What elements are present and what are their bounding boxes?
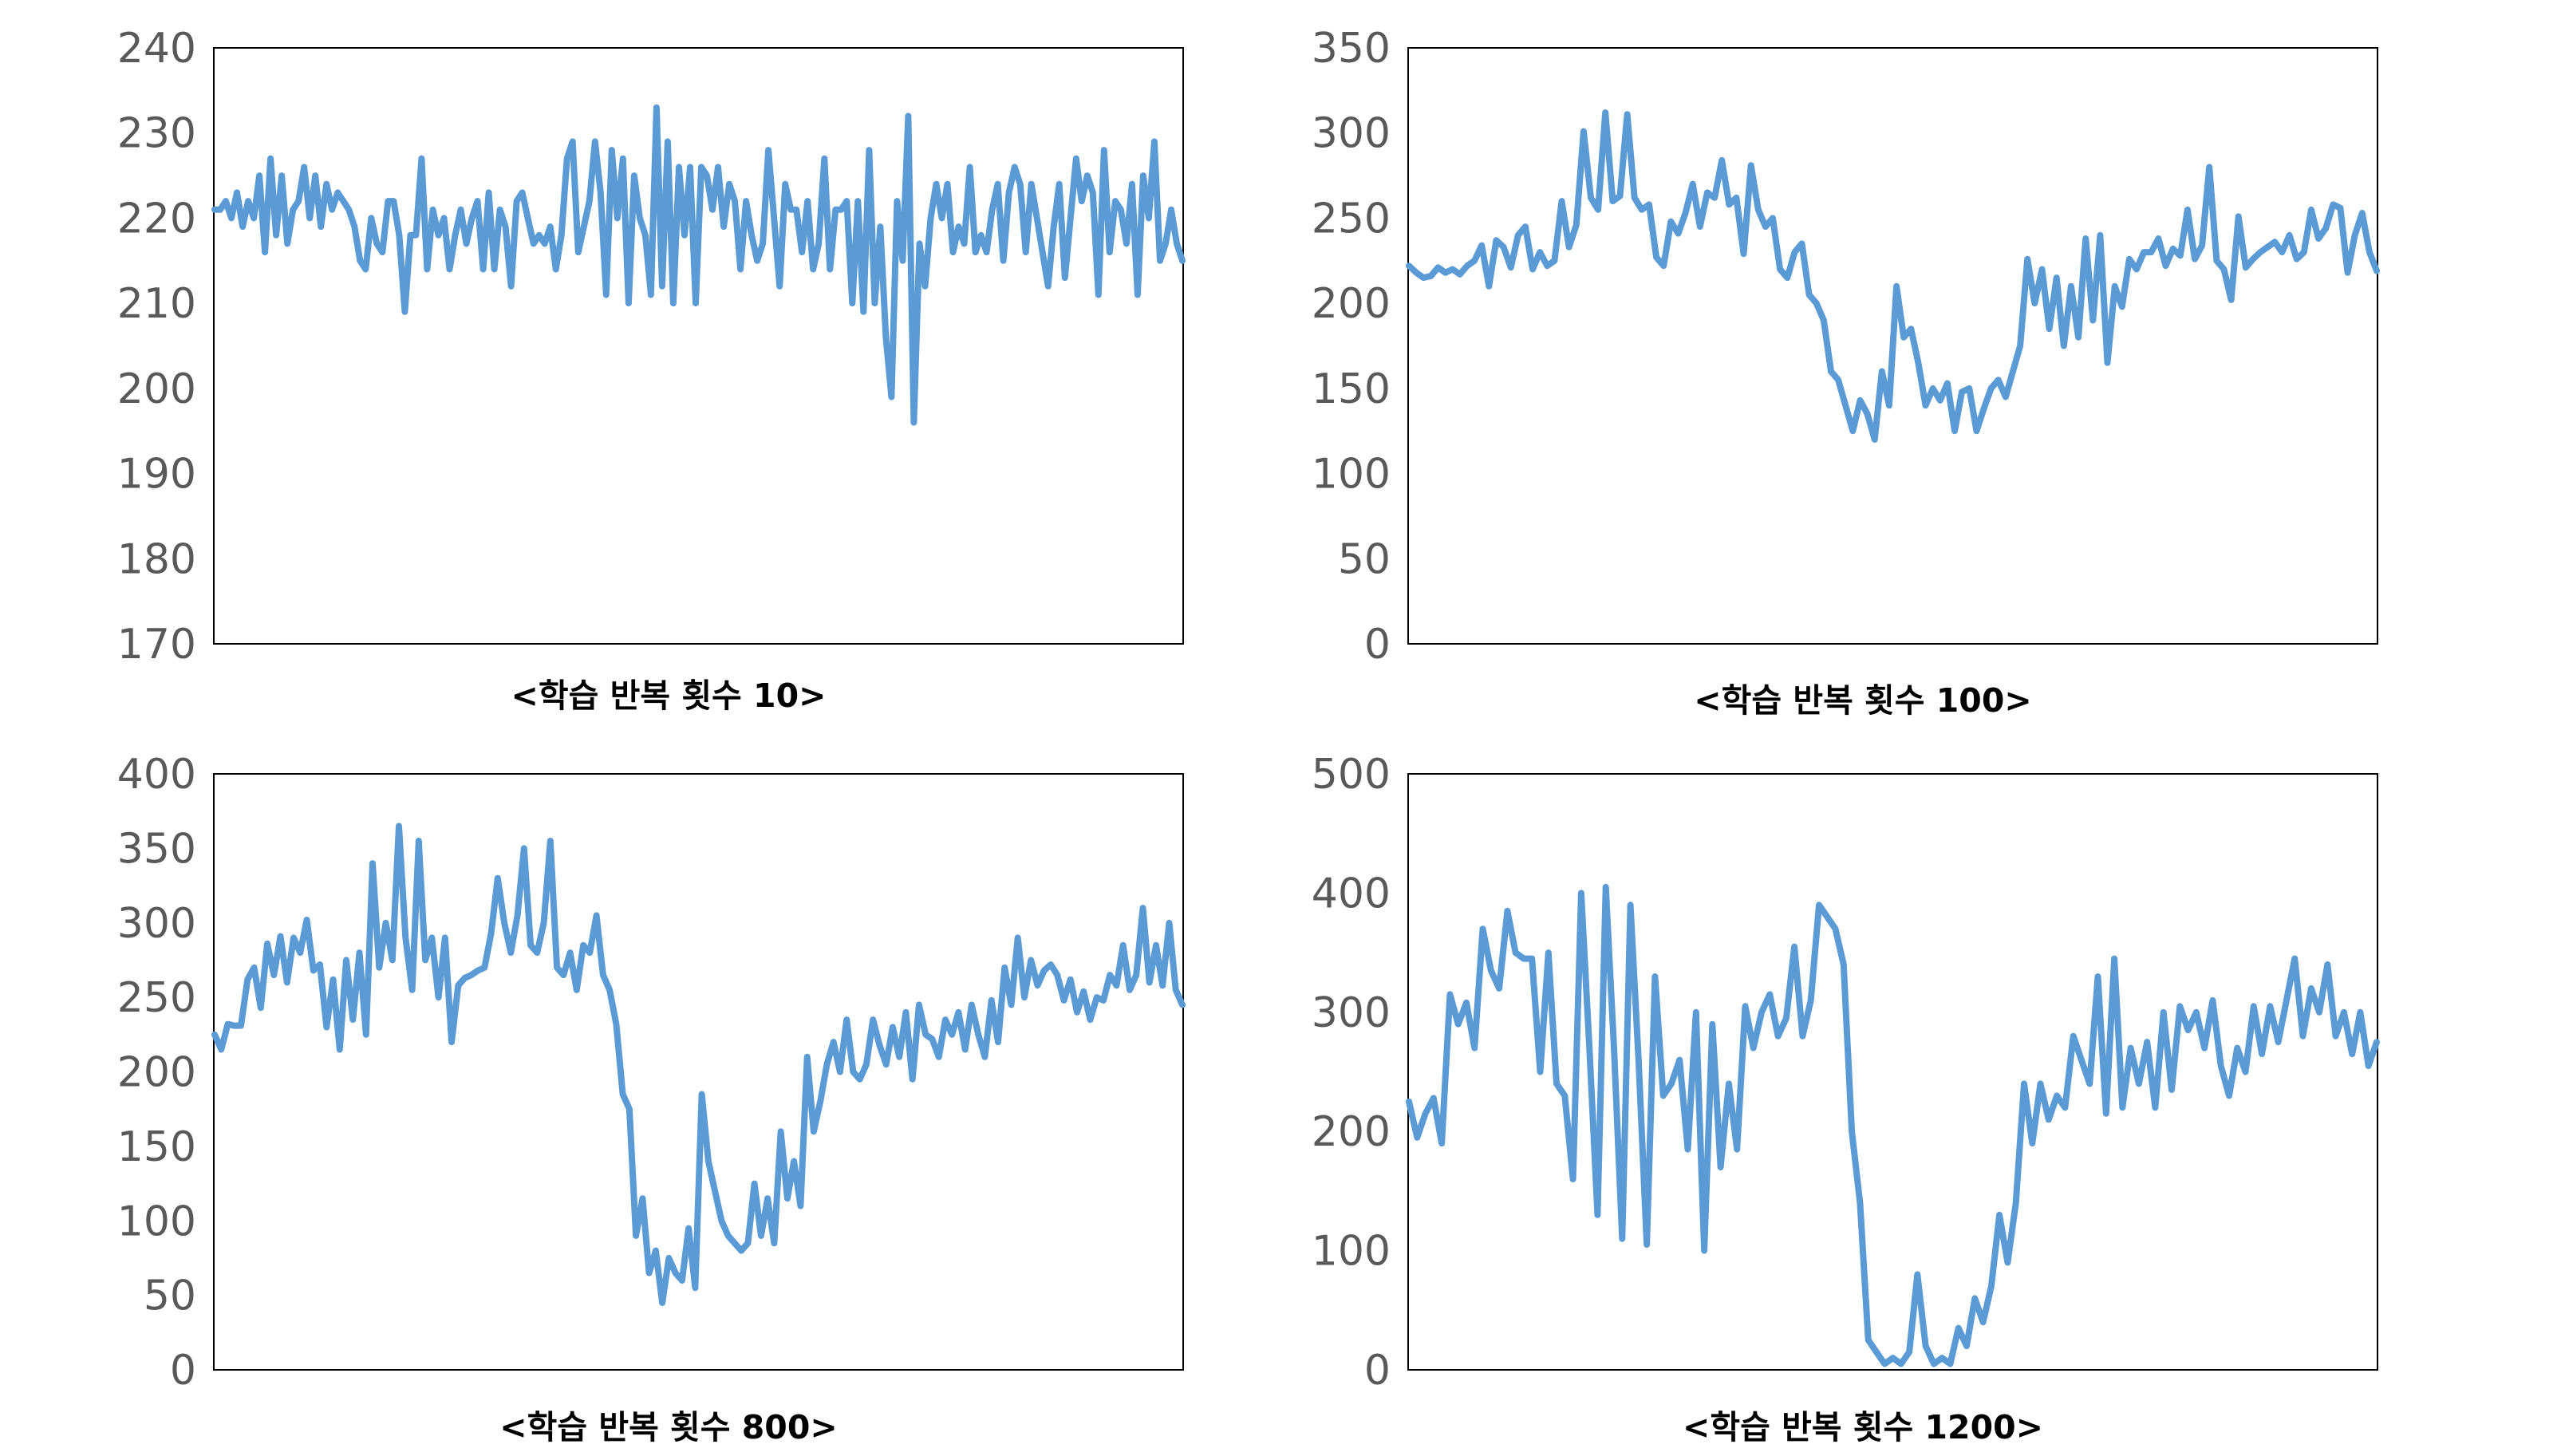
plot-area-border — [1407, 47, 2378, 645]
series-line — [211, 823, 1186, 1306]
y-tick-label: 50 — [144, 1273, 196, 1320]
y-tick-label: 240 — [117, 25, 196, 73]
series-line — [211, 104, 1186, 426]
y-tick-label: 50 — [1338, 535, 1391, 583]
y-tick-label: 350 — [117, 825, 196, 873]
chart-800: 0 50 100 150 200 250 300 350 400 — [117, 751, 1186, 1395]
y-tick-label: 180 — [117, 535, 196, 583]
y-tick-label: 0 — [1364, 621, 1391, 669]
plot-area-border — [1407, 773, 2378, 1371]
plot-area-border — [213, 47, 1184, 645]
chart-10: 170 180 190 200 210 220 230 240 — [117, 25, 1186, 669]
y-tick-label: 200 — [1312, 280, 1391, 328]
chart-100: 0 50 100 150 200 250 300 350 — [1312, 25, 2380, 669]
y-tick-label: 0 — [1364, 1347, 1391, 1395]
y-tick-label: 0 — [170, 1347, 196, 1395]
y-tick-label: 200 — [117, 365, 196, 413]
chart-caption: <학습 반복 횟수 1200> — [1683, 1408, 2043, 1446]
y-tick-label: 100 — [117, 1198, 196, 1245]
y-tick-label: 300 — [1312, 110, 1391, 158]
chart-1200: 0 100 200 300 400 500 — [1312, 751, 2380, 1395]
chart-panel-1200: 0 100 200 300 400 500 <학습 반복 횟수 1200> — [1241, 726, 2485, 1446]
chart-panel-800: 0 50 100 150 200 250 300 350 400 <학습 반복 횟수 800> — [46, 726, 1291, 1446]
y-tick-label: 150 — [1312, 365, 1391, 413]
chart-panel-100: 0 50 100 150 200 250 300 350 <학습 반복 횟수 100> — [1241, 0, 2485, 720]
y-tick-label: 300 — [117, 900, 196, 948]
y-tick-label: 250 — [117, 974, 196, 1022]
series-line — [1406, 883, 2380, 1367]
y-tick-label: 230 — [117, 110, 196, 158]
y-tick-label: 350 — [1312, 25, 1391, 73]
y-tick-label: 210 — [117, 280, 196, 328]
plot-area-border — [213, 773, 1184, 1371]
y-tick-label: 300 — [1312, 989, 1391, 1037]
chart-panel-10: 170 180 190 200 210 220 230 240 <학습 반복 횟수 10> — [46, 0, 1291, 718]
chart-caption: <학습 반복 횟수 800> — [499, 1408, 838, 1446]
y-tick-label: 190 — [117, 451, 196, 499]
chart-caption: <학습 반복 횟수 10> — [511, 677, 827, 715]
y-tick-label: 400 — [1312, 870, 1391, 917]
y-tick-label: 250 — [1312, 195, 1391, 243]
y-tick-label: 100 — [1312, 1228, 1391, 1276]
y-tick-label: 170 — [117, 621, 196, 669]
y-tick-label: 150 — [117, 1123, 196, 1171]
y-tick-label: 100 — [1312, 451, 1391, 499]
y-tick-label: 200 — [1312, 1108, 1391, 1156]
series-line — [1406, 109, 2380, 443]
chart-caption: <학습 반복 횟수 100> — [1694, 681, 2032, 720]
y-tick-label: 400 — [117, 751, 196, 799]
y-tick-label: 200 — [117, 1049, 196, 1097]
y-tick-label: 220 — [117, 195, 196, 243]
y-tick-label: 500 — [1312, 751, 1391, 799]
